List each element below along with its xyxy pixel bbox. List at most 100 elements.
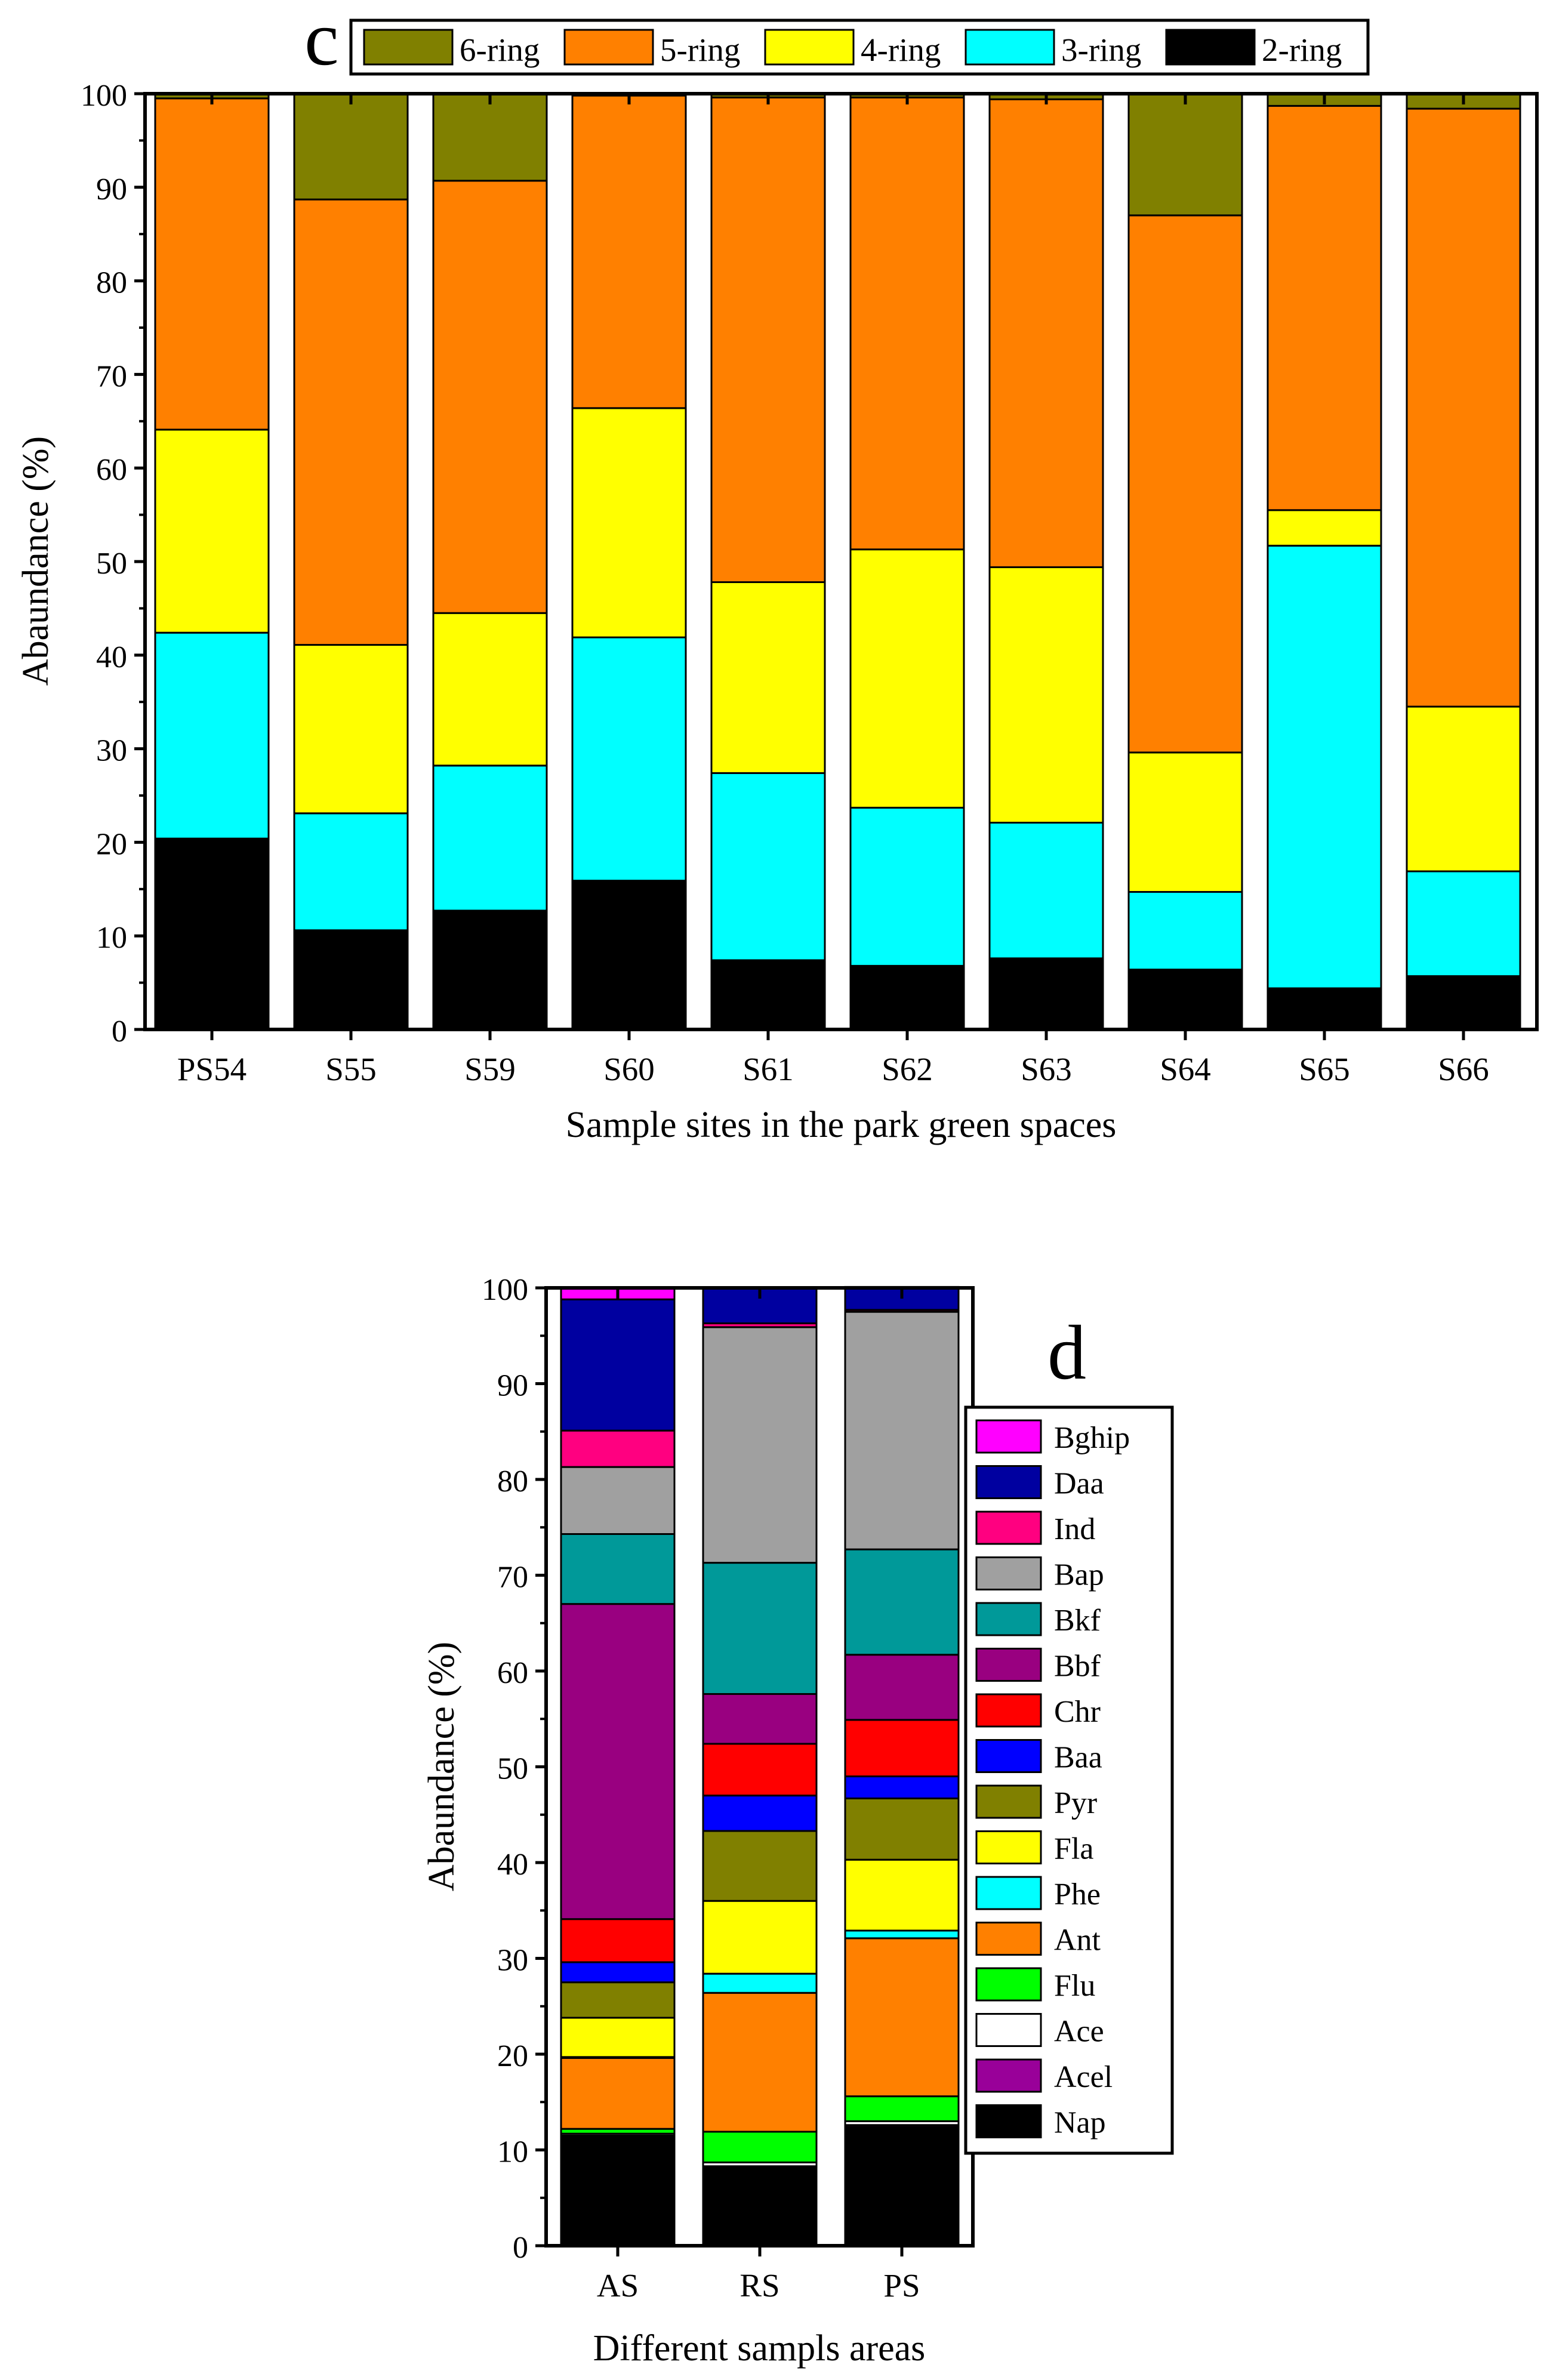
chart-c-y-axis: 0 10 20 30 40 50 60 70 80 90 100 <box>81 79 145 1049</box>
chart-d-legend-swatch-fla <box>975 1830 1042 1864</box>
chart-d-bar-chr-as <box>560 1918 676 1963</box>
chart-c-bar-4-ring-s66 <box>1406 705 1521 873</box>
chart-c-bar-5-ring-s65 <box>1267 104 1382 511</box>
chart-d-bar-ant-ps <box>844 1937 960 2098</box>
chart-c-bar-2-ring-s63 <box>988 957 1104 1031</box>
chart-c-bar-2-ring-s65 <box>1267 987 1382 1031</box>
chart-c-bar-3-ring-s65 <box>1267 544 1382 989</box>
chart-d-bar-baa-ps <box>844 1775 960 1799</box>
chart-d-y-axis-label: Abaundance (%) <box>421 1642 462 1891</box>
chart-d-bar-phe-rs <box>702 1972 818 1994</box>
chart-c-x-tick-label-s55: S55 <box>325 1051 377 1087</box>
chart-c-bar-3-ring-s60 <box>571 636 687 882</box>
chart-d-bar-fla-rs <box>702 1900 818 1975</box>
chart-d-bar-bap-as <box>560 1466 676 1535</box>
chart-d-legend-swatch-acel <box>975 2058 1042 2093</box>
chart-d-legend-label-ind: Ind <box>1054 1512 1095 1546</box>
chart-c-bar-2-ring-s60 <box>571 880 687 1031</box>
chart-c-bar-2-ring-ps54 <box>154 837 270 1031</box>
chart-c-legend-swatch-2-ring <box>1165 29 1256 66</box>
chart-c-bar-5-ring-ps54 <box>154 97 270 431</box>
chart-d-bar-flu-ps <box>844 2095 960 2122</box>
chart-c-y-tick-label: 20 <box>96 827 127 861</box>
chart-c-bar-3-ring-s62 <box>849 806 965 967</box>
chart-d-bar-baa-rs <box>702 1795 818 1832</box>
chart-d-legend-swatch-ace <box>975 2013 1042 2047</box>
chart-c-legend-swatch-4-ring <box>764 29 855 66</box>
chart-c-y-axis-label: Abaundance (%) <box>16 436 56 686</box>
chart-c-y-tick-label: 80 <box>96 266 127 300</box>
chart-d-bar-ant-rs <box>702 1991 818 2133</box>
chart-c-x-tick-label-s63: S63 <box>1021 1051 1072 1087</box>
chart-c-x-axis-label: Sample sites in the park green spaces <box>566 1105 1117 1145</box>
chart-d-legend-label-bkf: Bkf <box>1054 1604 1101 1638</box>
chart-c-bar-4-ring-s64 <box>1127 751 1243 893</box>
chart-d-x-axis: AS RS PS <box>597 1288 920 2304</box>
chart-c-x-tick-label-s64: S64 <box>1160 1051 1211 1087</box>
chart-d-y-tick-label: 0 <box>513 2231 528 2265</box>
chart-d-x-axis-label: Different sampls areas <box>593 2328 926 2369</box>
chart-d-legend-swatch-nap <box>975 2104 1042 2138</box>
chart-d-y-tick-label: 90 <box>497 1369 528 1403</box>
chart-c-bar-3-ring-s64 <box>1127 891 1243 971</box>
chart-c-y-tick-label: 90 <box>96 172 127 206</box>
chart-d-x-tick-label-as: AS <box>597 2267 639 2304</box>
chart-c-x-tick-label-s61: S61 <box>742 1051 794 1087</box>
chart-d-legend-swatch-pyr <box>975 1784 1042 1819</box>
chart-d-legend-label-baa: Baa <box>1054 1741 1102 1775</box>
chart-d-y-tick-label: 40 <box>497 1848 528 1882</box>
chart-d-y-tick-label: 60 <box>497 1656 528 1690</box>
chart-c-bar-2-ring-s62 <box>849 964 965 1031</box>
chart-d-legend-swatch-phe <box>975 1876 1042 1910</box>
chart-c-legend-swatch-3-ring <box>965 29 1055 66</box>
chart-c-bar-4-ring-s60 <box>571 407 687 639</box>
chart-d-legend-label-fla: Fla <box>1054 1832 1093 1866</box>
chart-d-bar-pyr-rs <box>702 1830 818 1902</box>
chart-d-bar-bkf-ps <box>844 1548 960 1656</box>
chart-c-bar-4-ring-ps54 <box>154 428 270 634</box>
chart-d-legend-swatch-bbf <box>975 1648 1042 1682</box>
chart-c-bar-4-ring-s62 <box>849 548 965 809</box>
chart-d-legend-swatch-chr <box>975 1693 1042 1728</box>
chart-d-bar-daa-as <box>560 1298 676 1432</box>
chart-d-panel-label: d <box>1047 1310 1086 1396</box>
chart-c-y-tick-label: 10 <box>96 921 127 955</box>
chart-d-bars <box>560 1285 960 2247</box>
chart-d-legend-swatch-baa <box>975 1739 1042 1773</box>
chart-d-legend-label-bbf: Bbf <box>1054 1650 1101 1684</box>
chart-d-bar-chr-rs <box>702 1743 818 1797</box>
chart-c-x-tick-label-s60: S60 <box>603 1051 655 1087</box>
chart-d-x-tick-label-rs: RS <box>739 2267 779 2304</box>
chart-d-y-tick-label: 50 <box>497 1752 528 1786</box>
chart-c-y-tick-label: 30 <box>96 734 127 768</box>
chart-c-bar-4-ring-s61 <box>710 581 826 774</box>
chart-c-legend-label-3-ring: 3-ring <box>1061 32 1141 68</box>
chart-c-x-tick-label-s65: S65 <box>1299 1051 1350 1087</box>
chart-c-bar-6-ring-s59 <box>432 93 548 182</box>
chart-c-y-tick-label: 0 <box>112 1015 127 1049</box>
chart-d-legend: Bghip Daa Ind Bap Bkf Bbf Chr Baa Pyr Fla Phe Ant Fl… <box>964 1405 1174 2155</box>
chart-c-panel-label: c <box>304 0 339 82</box>
chart-c-bar-2-ring-s66 <box>1406 975 1521 1031</box>
chart-c-bar-3-ring-s55 <box>293 812 409 932</box>
chart-d-bar-pyr-ps <box>844 1797 960 1861</box>
chart-d-bar-bap-ps <box>844 1311 960 1550</box>
chart-c-bar-3-ring-s61 <box>710 772 826 961</box>
chart-d-legend-label-nap: Nap <box>1054 2106 1106 2140</box>
chart-c-bar-5-ring-s64 <box>1127 214 1243 754</box>
chart-c-bar-6-ring-s64 <box>1127 93 1243 217</box>
chart-c-legend-swatch-5-ring <box>563 29 654 66</box>
chart-d-bar-fla-ps <box>844 1858 960 1932</box>
chart-d-legend-label-flu: Flu <box>1054 1969 1095 2003</box>
chart-c-bar-5-ring-s62 <box>849 96 965 551</box>
chart-d-bar-bbf-as <box>560 1603 676 1920</box>
chart-d-legend-swatch-bap <box>975 1556 1042 1590</box>
chart-c-legend-label-2-ring: 2-ring <box>1262 32 1342 68</box>
chart-d-y-tick-label: 20 <box>497 2039 528 2073</box>
chart-d-legend-swatch-ant <box>975 1922 1042 1956</box>
chart-c-legend-label-4-ring: 4-ring <box>861 32 941 68</box>
chart-d-bar-nap-rs <box>702 2166 818 2247</box>
chart-c-bar-4-ring-s63 <box>988 566 1104 824</box>
chart-d-legend-swatch-bghip <box>975 1419 1042 1454</box>
chart-d-legend-swatch-flu <box>975 1967 1042 2002</box>
